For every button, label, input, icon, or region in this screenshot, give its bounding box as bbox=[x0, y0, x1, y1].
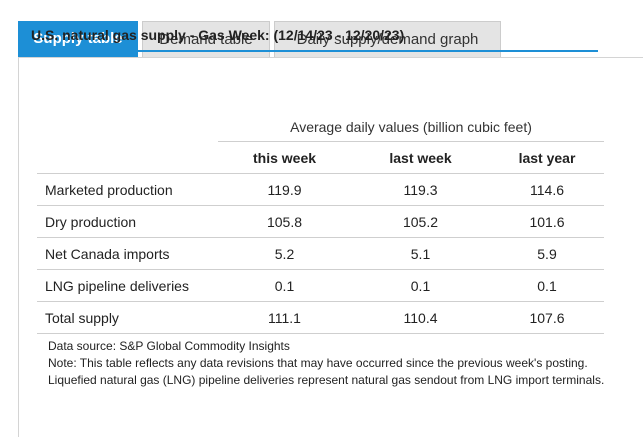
data-source-note: Data source: S&P Global Commodity Insigh… bbox=[48, 339, 290, 353]
cell-last-year: 107.6 bbox=[490, 301, 604, 334]
supply-table: Average daily values (billion cubic feet… bbox=[37, 113, 604, 334]
table-row: Dry production 105.8 105.2 101.6 bbox=[37, 205, 604, 238]
cell-this-week: 5.2 bbox=[218, 237, 351, 270]
table-row: Total supply 111.1 110.4 107.6 bbox=[37, 301, 604, 334]
table-row: Marketed production 119.9 119.3 114.6 bbox=[37, 173, 604, 206]
cell-last-year: 101.6 bbox=[490, 205, 604, 238]
row-label: Net Canada imports bbox=[37, 237, 218, 270]
cell-last-week: 5.1 bbox=[351, 237, 490, 270]
column-header-this-week: this week bbox=[252, 149, 317, 166]
cell-last-year: 5.9 bbox=[490, 237, 604, 270]
row-label: Dry production bbox=[37, 205, 218, 238]
cell-last-week: 119.3 bbox=[351, 173, 490, 206]
column-header-row: this week last week last year bbox=[37, 142, 604, 174]
group-header-spacer bbox=[37, 113, 218, 142]
table-notes: Data source: S&P Global Commodity Insigh… bbox=[48, 338, 628, 389]
group-header: Average daily values (billion cubic feet… bbox=[218, 113, 604, 142]
cell-last-year: 114.6 bbox=[490, 173, 604, 206]
cell-this-week: 105.8 bbox=[218, 205, 351, 238]
table-row: LNG pipeline deliveries 0.1 0.1 0.1 bbox=[37, 269, 604, 302]
cell-last-week: 110.4 bbox=[351, 301, 490, 334]
column-header-last-week: last week bbox=[389, 149, 452, 166]
cell-last-year: 0.1 bbox=[490, 269, 604, 302]
cell-last-week: 0.1 bbox=[351, 269, 490, 302]
row-label: Marketed production bbox=[37, 173, 218, 206]
column-header-last-year: last year bbox=[518, 149, 576, 166]
cell-last-week: 105.2 bbox=[351, 205, 490, 238]
tab-panel bbox=[18, 57, 643, 437]
revision-note: Note: This table reflects any data revis… bbox=[48, 356, 605, 387]
row-label: Total supply bbox=[37, 301, 218, 334]
column-header-spacer bbox=[37, 142, 218, 174]
table-row: Net Canada imports 5.2 5.1 5.9 bbox=[37, 237, 604, 270]
cell-this-week: 119.9 bbox=[218, 173, 351, 206]
group-header-row: Average daily values (billion cubic feet… bbox=[37, 113, 604, 142]
cell-this-week: 0.1 bbox=[218, 269, 351, 302]
cell-this-week: 111.1 bbox=[218, 301, 351, 334]
row-label: LNG pipeline deliveries bbox=[37, 269, 218, 302]
table-title: U.S. natural gas supply - Gas Week: (12/… bbox=[31, 27, 598, 52]
